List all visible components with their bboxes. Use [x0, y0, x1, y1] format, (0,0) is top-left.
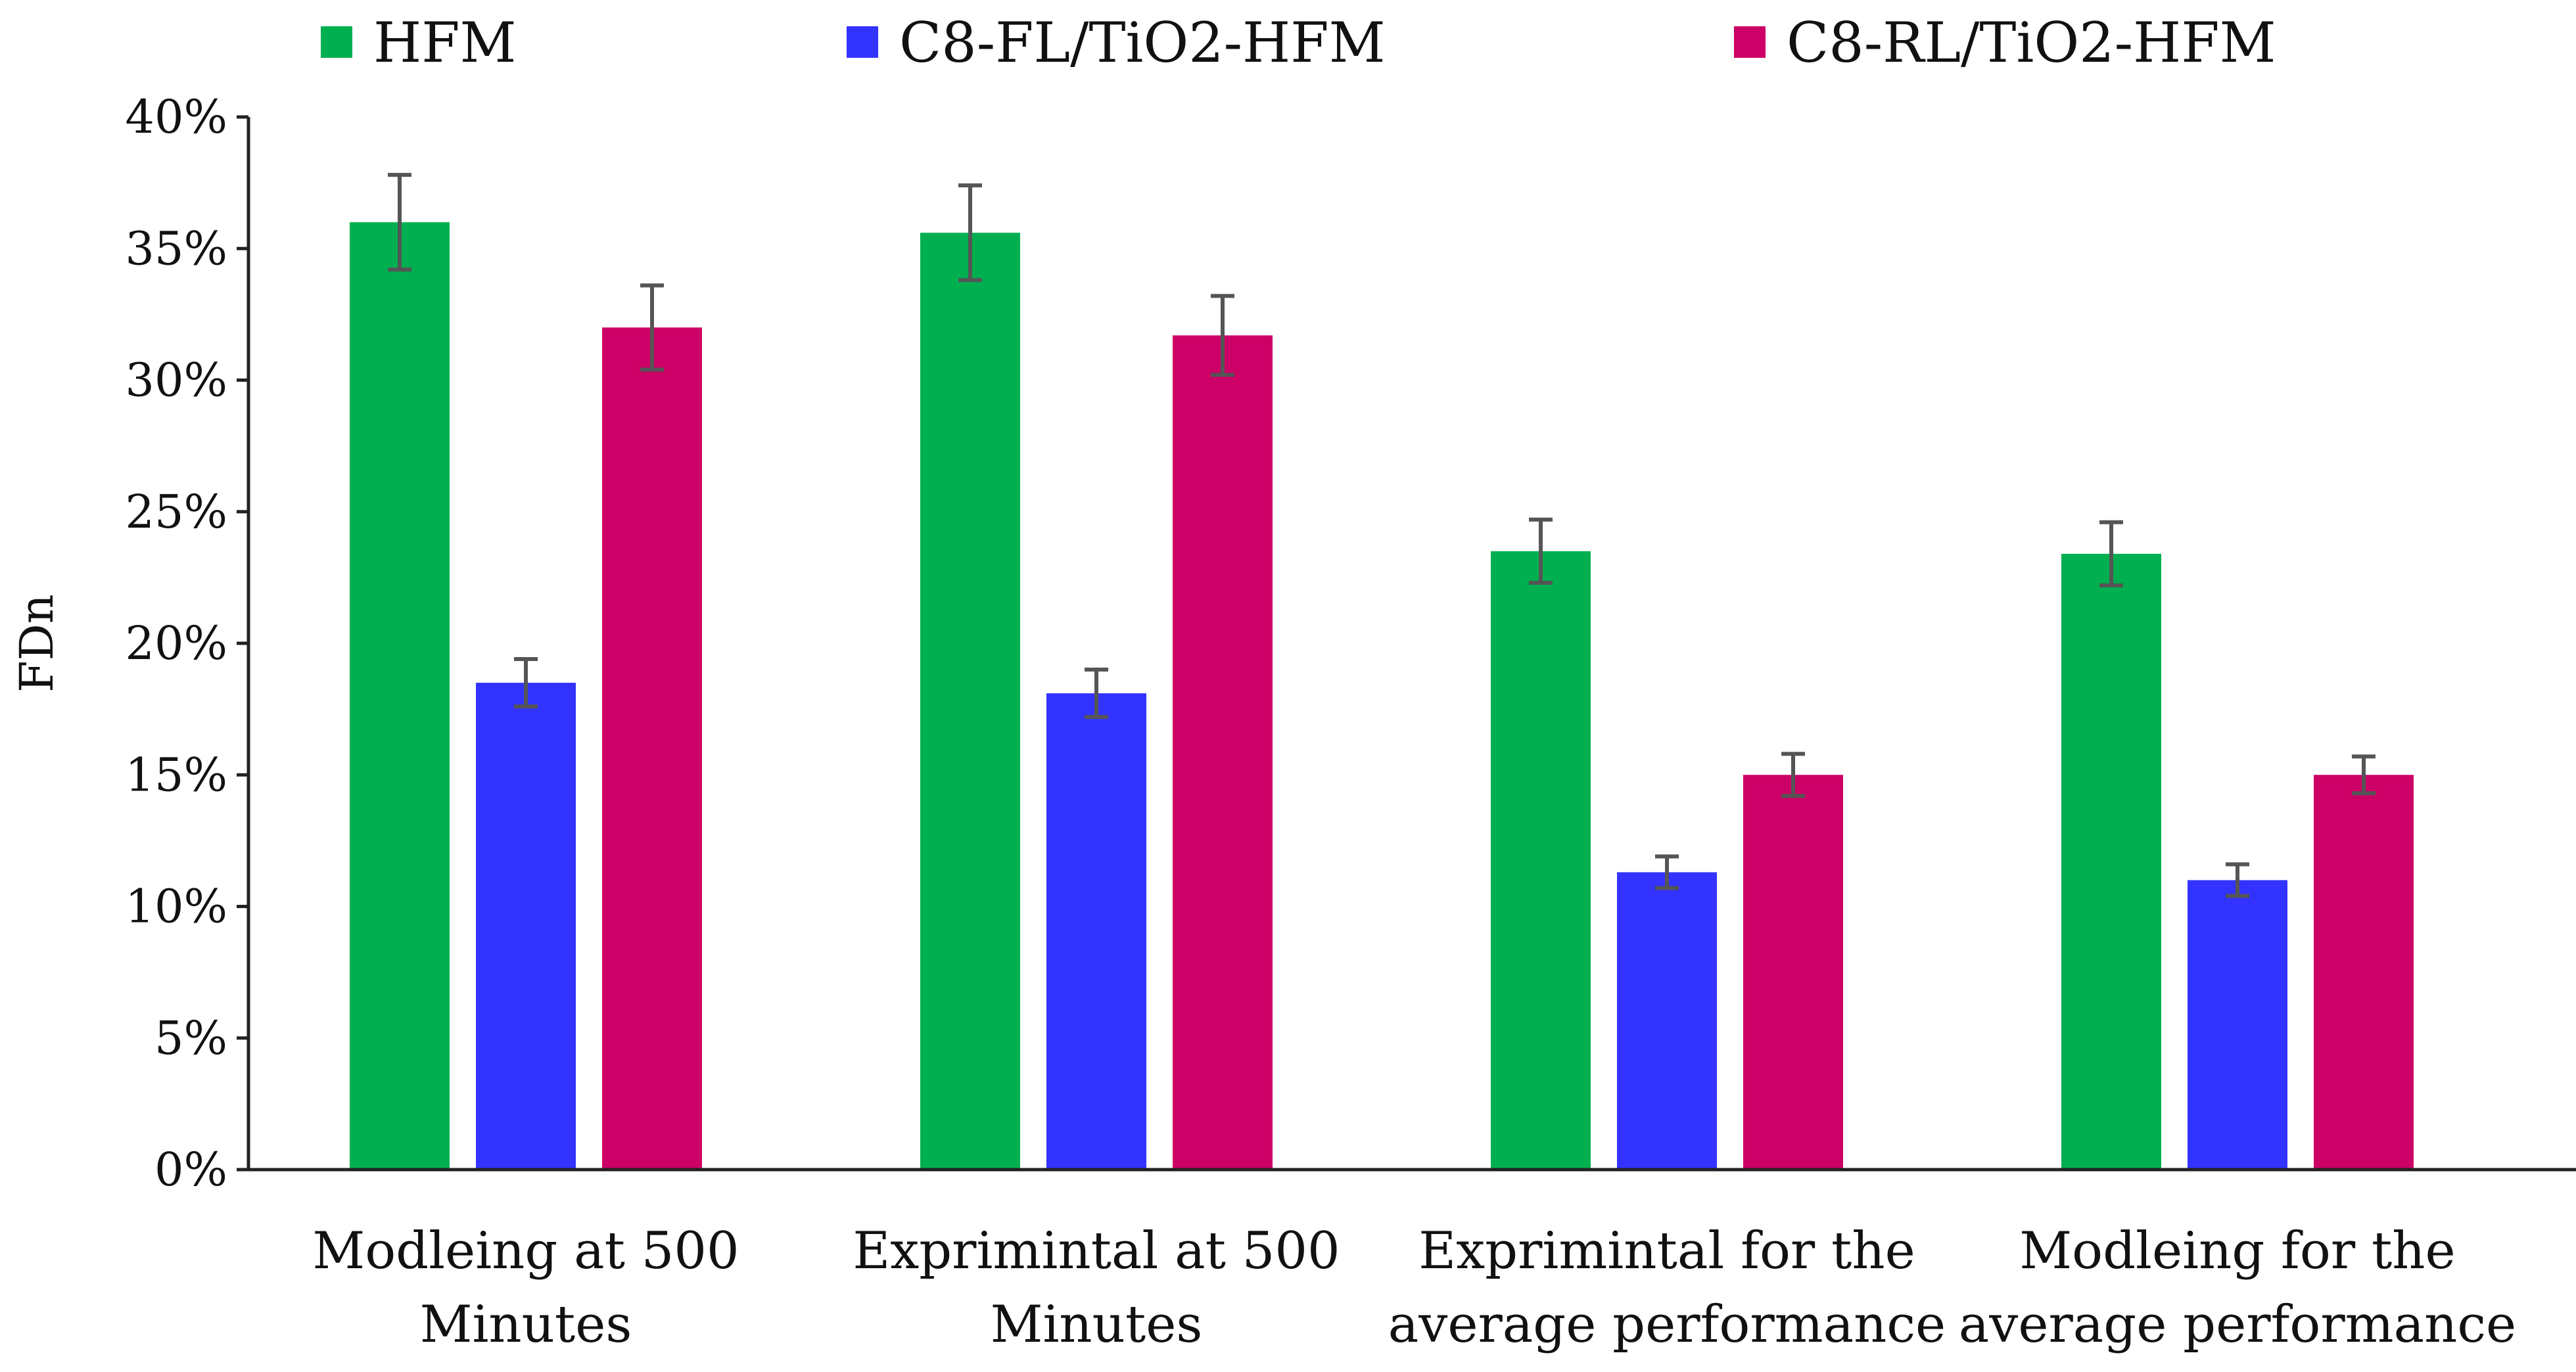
- legend-swatch: [847, 26, 878, 58]
- bar-c8-rl-tio2-hfm-3: [1743, 775, 1843, 1170]
- bar-c8-fl-tio2-hfm-4: [2188, 880, 2287, 1170]
- y-axis-title: FDn: [10, 594, 64, 693]
- error-bar: [1211, 294, 1234, 377]
- category-label: average performance: [1388, 1295, 1946, 1354]
- bar-hfm-2: [920, 233, 1020, 1170]
- y-tick-label: 25%: [125, 485, 227, 539]
- error-bar: [514, 657, 538, 709]
- error-bar: [2099, 520, 2123, 587]
- y-tick-label: 40%: [125, 90, 227, 144]
- error-bar: [388, 173, 411, 272]
- error-bar: [640, 283, 664, 372]
- legend-swatch: [1734, 26, 1766, 58]
- bar-c8-fl-tio2-hfm-2: [1046, 693, 1146, 1170]
- error-bars: [388, 173, 2376, 898]
- bar-hfm-3: [1491, 551, 1591, 1170]
- legend-item-c8-fl-tio2-hfm: C8-FL/TiO2-HFM: [847, 11, 1386, 75]
- category-label: Exprimintal at 500: [853, 1222, 1340, 1281]
- bar-hfm-1: [350, 222, 450, 1170]
- bar-c8-rl-tio2-hfm-4: [2314, 775, 2414, 1170]
- bar-c8-fl-tio2-hfm-1: [476, 683, 576, 1170]
- error-bar: [1529, 517, 1553, 585]
- bars: [350, 222, 2414, 1170]
- x-axis-category-labels: Modleing at 500 Minutes Exprimintal at 500…: [312, 1222, 2516, 1354]
- category-label: Modleing for the: [2019, 1222, 2455, 1281]
- error-bar: [2226, 862, 2249, 898]
- error-bar: [2352, 754, 2376, 796]
- category-label: Minutes: [420, 1295, 632, 1354]
- error-bar: [1085, 668, 1108, 720]
- error-bar: [1781, 752, 1805, 798]
- category-label: Minutes: [991, 1295, 1203, 1354]
- legend-label: HFM: [373, 11, 517, 75]
- legend: HFM C8-FL/TiO2-HFM C8-RL/TiO2-HFM: [321, 11, 2276, 75]
- axes: [246, 117, 2576, 1172]
- y-tick-label: 0%: [154, 1143, 227, 1197]
- bar-c8-fl-tio2-hfm-3: [1617, 872, 1717, 1170]
- y-tick-label: 35%: [125, 221, 227, 275]
- y-tick-label: 15%: [125, 748, 227, 802]
- category-label: Exprimintal for the: [1418, 1222, 1915, 1281]
- legend-item-c8-rl-tio2-hfm: C8-RL/TiO2-HFM: [1734, 11, 2276, 75]
- y-tick-label: 10%: [125, 880, 227, 934]
- bar-c8-rl-tio2-hfm-1: [602, 327, 702, 1170]
- y-tick-label: 20%: [125, 616, 227, 670]
- error-bar: [958, 183, 982, 283]
- legend-label: C8-FL/TiO2-HFM: [899, 11, 1386, 75]
- legend-label: C8-RL/TiO2-HFM: [1787, 11, 2276, 75]
- bar-c8-rl-tio2-hfm-2: [1173, 335, 1273, 1170]
- legend-swatch: [321, 26, 352, 58]
- category-label: average performance: [1959, 1295, 2516, 1354]
- bar-hfm-4: [2061, 553, 2161, 1170]
- y-axis-ticks: 0% 5% 10% 15% 20% 25% 30% 35% 40%: [125, 90, 248, 1197]
- y-tick-label: 30%: [125, 354, 227, 407]
- category-label: Modleing at 500: [312, 1222, 739, 1281]
- error-bar: [1655, 854, 1679, 890]
- legend-item-hfm: HFM: [321, 11, 517, 75]
- y-tick-label: 5%: [154, 1011, 227, 1065]
